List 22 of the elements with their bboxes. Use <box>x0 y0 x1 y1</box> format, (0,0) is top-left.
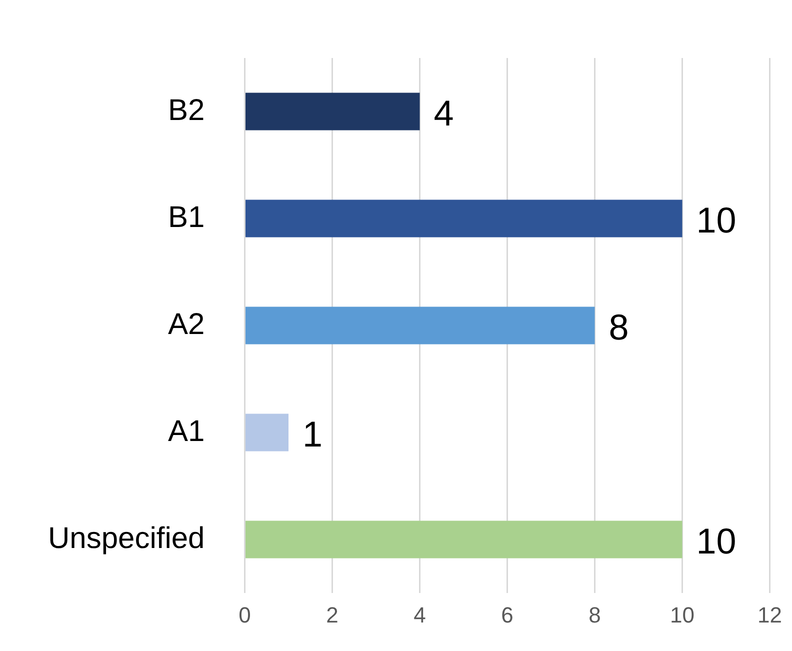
x-tick-label: 12 <box>758 602 782 628</box>
bar <box>246 306 595 344</box>
data-label: 8 <box>608 306 629 348</box>
data-label: 10 <box>696 520 736 562</box>
y-tick-label: B1 <box>168 200 205 234</box>
data-label: 1 <box>302 413 323 454</box>
bar <box>246 200 682 238</box>
bar <box>246 414 289 452</box>
y-tick-label: A2 <box>168 308 205 341</box>
data-label: 4 <box>434 92 454 134</box>
x-tick-label: 4 <box>414 602 426 628</box>
bar <box>246 520 682 558</box>
y-tick-label: A1 <box>168 414 205 448</box>
x-tick-label: 2 <box>326 602 338 628</box>
y-tick-label: Unspecified <box>48 522 205 555</box>
x-tick-label: 0 <box>238 602 251 628</box>
x-tick-label: 8 <box>588 602 601 628</box>
x-tick-label: 6 <box>501 602 514 628</box>
bar <box>246 92 420 130</box>
data-label: 10 <box>696 199 736 240</box>
y-tick-label: B2 <box>168 94 205 127</box>
x-tick-label: 10 <box>670 602 695 628</box>
